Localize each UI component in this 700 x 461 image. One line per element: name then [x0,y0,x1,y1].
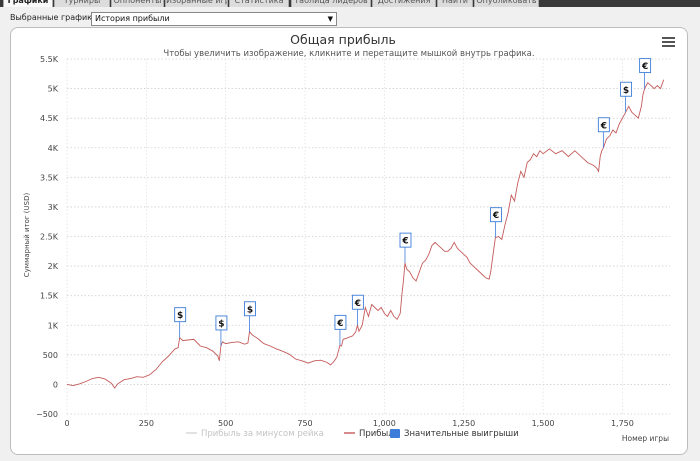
tab-5[interactable]: Статистика [229,0,289,7]
chart-menu-icon[interactable] [662,37,675,48]
tab-8[interactable]: Найти [437,0,473,7]
tab-2[interactable]: Турниры [54,0,110,7]
chart-panel [10,27,688,455]
tab-9[interactable]: Опубликовать [474,0,539,7]
chart-selector-label: Выбранные графики: [10,13,100,22]
dropdown-arrow-icon: ▼ [327,15,333,23]
tab-3[interactable]: Оппоненты [111,0,164,7]
chart-select-dropdown[interactable]: История прибыли ▼ [91,12,337,26]
tab-1[interactable]: Графики [3,0,53,7]
tab-6[interactable]: Таблица лидеров [291,0,371,7]
tab-4[interactable]: Избранные игры [165,0,228,7]
tab-7[interactable]: Достижения [372,0,436,7]
chart-select-value: История прибыли [95,14,170,23]
